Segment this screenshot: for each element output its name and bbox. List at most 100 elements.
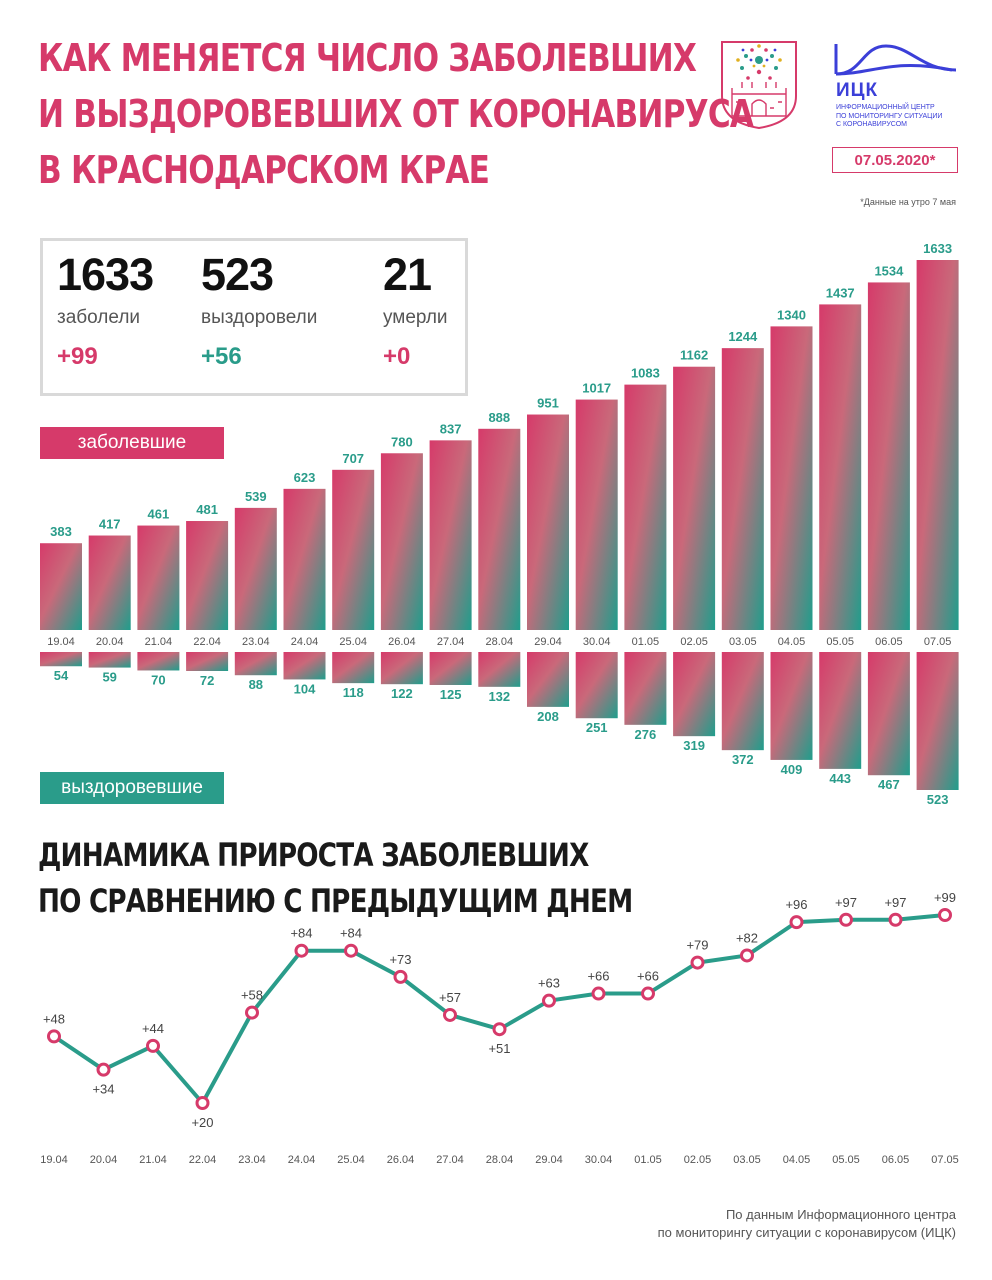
recovered-bar-label: 132	[488, 689, 510, 704]
sick-bar	[380, 453, 423, 630]
growth-x-tick-label: 21.04	[139, 1154, 167, 1166]
logo-subtitle-line-3: С КОРОНАВИРУСОМ	[836, 121, 907, 128]
growth-point-label: +63	[538, 976, 560, 991]
recovered-bar	[819, 652, 862, 769]
sick-bar	[429, 440, 472, 630]
stat-died: 21 умерли +0	[383, 249, 448, 371]
recovered-series-label: выздоровевшие	[40, 772, 224, 804]
stat-sick-label: заболели	[57, 307, 141, 328]
growth-point	[888, 912, 903, 927]
sick-bar-label: 417	[99, 517, 121, 532]
recovered-bar-label: 467	[878, 777, 900, 792]
recovered-bar-label: 118	[343, 685, 364, 700]
growth-point-label: +44	[142, 1021, 164, 1036]
growth-point-label: +79	[686, 938, 708, 953]
sick-bar	[88, 535, 131, 630]
sick-bar	[916, 260, 959, 630]
sick-bar	[186, 521, 229, 630]
growth-line-chart: +48 19.04 +34 20.04 +44 21.04 +20 22.04 +58 23.04…	[40, 890, 959, 1166]
growth-x-tick-label: 23.04	[238, 1154, 266, 1166]
growth-x-tick-label: 03.05	[733, 1154, 761, 1166]
sick-bar-label: 951	[537, 396, 559, 411]
growth-point	[740, 948, 754, 963]
x-tick-label: 28.04	[486, 636, 514, 648]
x-tick-label: 06.05	[875, 636, 903, 648]
recovered-bar-label: 443	[829, 771, 851, 786]
recovered-bar-label: 251	[586, 720, 608, 735]
sick-bar	[283, 488, 326, 630]
growth-point-label: +84	[340, 926, 362, 941]
recovered-bar	[721, 652, 764, 751]
sick-bar-label: 1017	[582, 381, 611, 396]
stat-died-change: +0	[383, 343, 411, 370]
recovered-bar-label: 319	[683, 738, 705, 753]
stat-died-label: умерли	[383, 307, 448, 328]
sick-bar	[234, 507, 277, 630]
recovered-bar	[575, 652, 618, 719]
source-line-2: по мониторингу ситуации с коронавирусом …	[657, 1225, 956, 1240]
growth-point	[393, 969, 408, 984]
x-tick-label: 26.04	[388, 636, 416, 648]
growth-x-tick-label: 05.05	[832, 1154, 860, 1166]
recovered-bar-label: 122	[391, 686, 413, 701]
growth-point-label: +97	[884, 895, 906, 910]
growth-x-tick-label: 25.04	[337, 1154, 365, 1166]
sick-bar-label: 539	[245, 489, 267, 504]
sick-bar	[673, 366, 716, 630]
growth-point-label: +99	[934, 890, 956, 905]
source-line-1: По данным Информационного центра	[725, 1207, 956, 1222]
recovered-bars: 54 59 70 72 88 104 118 122 125 132 208 251 276 319 372…	[40, 652, 959, 807]
sick-bar-label: 707	[342, 451, 364, 466]
growth-x-tick-label: 28.04	[486, 1154, 514, 1166]
growth-point	[492, 1022, 507, 1037]
recovered-bar-label: 59	[102, 670, 116, 685]
x-tick-label: 29.04	[534, 636, 562, 648]
itsk-logo-icon	[834, 44, 957, 76]
recovered-bar	[137, 652, 180, 671]
sick-series-label: заболевшие	[40, 427, 224, 459]
title-line-3: В КРАСНОДАРСКОМ КРАЕ	[38, 148, 490, 192]
data-note: *Данные на утро 7 мая	[860, 197, 956, 207]
logo-subtitle-line-2: ПО МОНИТОРИНГУ СИТУАЦИИ	[836, 112, 943, 120]
growth-chart-title: ДИНАМИКА ПРИРОСТА ЗАБОЛЕВШИХ ПО СРАВНЕНИ…	[38, 832, 633, 924]
stat-sick: 1633 заболели +99	[57, 249, 154, 371]
growth-point-label: +57	[439, 990, 461, 1005]
growth-x-tick-label: 19.04	[40, 1154, 68, 1166]
growth-point-label: +66	[587, 969, 609, 984]
stat-recovered-label: выздоровели	[201, 307, 318, 328]
growth-point	[789, 915, 804, 930]
growth-point-label: +82	[736, 930, 758, 945]
recovered-bar	[186, 652, 229, 671]
growth-x-tick-label: 30.04	[585, 1154, 613, 1166]
x-tick-label: 07.05	[924, 636, 952, 648]
recovered-bar-label: 88	[249, 677, 263, 692]
x-tick-label: 20.04	[96, 636, 124, 648]
growth-point-label: +58	[241, 988, 263, 1003]
sick-bar	[478, 428, 521, 630]
x-tick-label: 25.04	[339, 636, 367, 648]
sick-bar	[332, 469, 375, 630]
sick-bar-label: 1534	[874, 263, 904, 278]
growth-x-tick-label: 07.05	[931, 1154, 959, 1166]
stat-recovered-value: 523	[201, 249, 274, 300]
x-tick-label: 24.04	[291, 636, 319, 648]
growth-x-tick-label: 26.04	[387, 1154, 415, 1166]
sick-bar	[867, 282, 910, 630]
x-tick-label: 27.04	[437, 636, 465, 648]
title-line-1: КАК МЕНЯЕТСЯ ЧИСЛО ЗАБОЛЕВШИХ	[38, 36, 697, 80]
sick-bar	[527, 414, 569, 630]
growth-point-label: +96	[785, 897, 807, 912]
growth-x-tick-label: 27.04	[436, 1154, 464, 1166]
growth-point	[146, 1038, 160, 1053]
recovered-bar	[916, 652, 959, 790]
stat-died-value: 21	[383, 249, 432, 300]
growth-x-tick-label: 04.05	[783, 1154, 811, 1166]
sick-bars: 383 417 461 481 539 623 707 780 837 888 951 1017 108…	[40, 241, 959, 630]
recovered-bar-label: 54	[54, 668, 69, 683]
x-tick-label: 19.04	[47, 636, 75, 648]
growth-point-label: +97	[835, 895, 857, 910]
recovered-bar-label: 276	[635, 727, 657, 742]
x-tick-label: 21.04	[145, 636, 173, 648]
sick-bar-label: 383	[50, 524, 72, 539]
